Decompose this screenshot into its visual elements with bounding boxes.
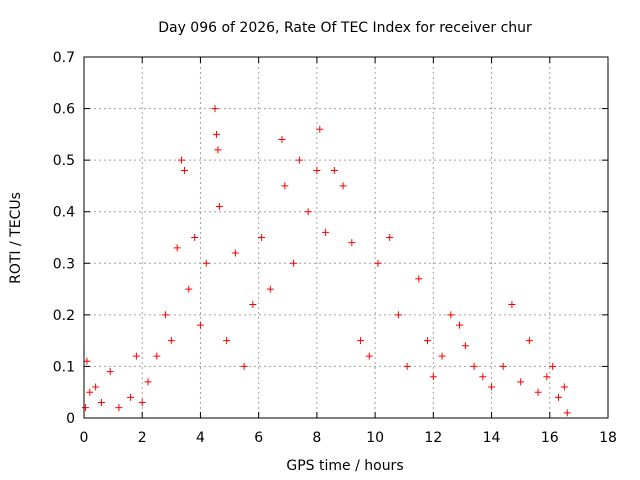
data-point <box>258 234 266 241</box>
data-point <box>517 378 525 386</box>
data-point <box>223 337 231 345</box>
data-point <box>560 383 568 391</box>
y-tick-label: 0.7 <box>53 50 75 66</box>
data-point <box>173 244 181 252</box>
data-point <box>249 301 257 309</box>
data-point <box>266 285 274 293</box>
data-point <box>508 301 516 309</box>
y-axis-label: ROTI / TECUs <box>8 192 24 284</box>
chart-title: Day 096 of 2026, Rate Of TEC Index for r… <box>158 20 532 36</box>
data-point <box>295 156 303 164</box>
data-point <box>92 383 100 391</box>
data-point <box>543 373 551 381</box>
x-tick-label: 18 <box>599 430 617 446</box>
axis-ticks: 0 2 4 6 8 10 12 14 16 18 0 0.1 0.2 0.3 0.4 0.5 0.6 0.7 <box>53 50 617 446</box>
data-point <box>106 368 114 376</box>
data-point <box>456 321 464 329</box>
data-point <box>304 208 312 216</box>
plot-frame <box>83 56 609 419</box>
x-tick-label: 14 <box>483 430 501 446</box>
data-point <box>97 399 105 407</box>
data-point <box>339 182 347 190</box>
data-point <box>488 383 496 391</box>
data-point <box>278 136 286 144</box>
data-point <box>394 311 402 319</box>
y-tick-label: 0.5 <box>53 153 75 169</box>
y-tick-label: 0.2 <box>53 308 75 324</box>
x-tick-label: 8 <box>312 430 321 446</box>
data-point <box>86 388 94 396</box>
grid-lines <box>84 57 608 418</box>
data-point <box>180 166 188 174</box>
data-point <box>214 146 222 154</box>
x-tick-label: 10 <box>366 430 384 446</box>
y-tick-label: 0.6 <box>53 102 75 118</box>
data-point <box>348 239 356 247</box>
data-point <box>415 275 423 283</box>
x-tick-label: 4 <box>196 430 205 446</box>
data-point <box>212 130 220 138</box>
data-point <box>330 166 338 174</box>
x-tick-label: 2 <box>138 430 147 446</box>
x-tick-label: 16 <box>541 430 559 446</box>
data-point <box>479 373 487 381</box>
data-points <box>81 105 571 417</box>
data-point <box>191 234 199 241</box>
data-point <box>470 362 478 370</box>
data-point <box>167 337 175 345</box>
data-point <box>290 259 298 267</box>
data-point <box>83 357 91 365</box>
x-tick-label: 6 <box>254 430 263 446</box>
data-point <box>281 182 289 190</box>
data-point <box>374 259 382 267</box>
x-tick-label: 0 <box>80 430 89 446</box>
data-point <box>231 249 239 257</box>
data-point <box>555 393 563 401</box>
data-point <box>499 362 507 370</box>
y-tick-label: 0.1 <box>53 359 75 375</box>
y-tick-label: 0.4 <box>53 205 75 221</box>
data-point <box>447 311 455 319</box>
data-point <box>322 228 330 236</box>
data-point <box>178 156 186 164</box>
data-point <box>563 409 571 417</box>
data-point <box>549 362 557 370</box>
data-point <box>81 404 89 412</box>
data-point <box>132 352 140 360</box>
data-point <box>461 342 469 350</box>
x-tick-label: 12 <box>424 430 442 446</box>
data-point <box>316 125 324 133</box>
data-point <box>357 337 365 345</box>
y-tick-label: 0.3 <box>53 256 75 272</box>
data-point <box>313 166 321 174</box>
data-point <box>424 337 432 345</box>
x-axis-label: GPS time / hours <box>286 458 403 474</box>
data-point <box>386 234 394 241</box>
y-tick-label: 0 <box>66 411 75 427</box>
data-point <box>202 259 210 267</box>
data-point <box>429 373 437 381</box>
data-point <box>153 352 161 360</box>
data-point <box>144 378 152 386</box>
data-point <box>534 388 542 396</box>
data-point <box>185 285 193 293</box>
data-point <box>138 399 146 407</box>
data-point <box>196 321 204 329</box>
data-point <box>525 337 533 345</box>
data-point <box>211 105 219 113</box>
data-point <box>438 352 446 360</box>
data-point <box>127 393 135 401</box>
data-point <box>240 362 248 370</box>
data-point <box>365 352 373 360</box>
data-point <box>215 203 223 211</box>
data-point <box>115 404 123 412</box>
data-point <box>162 311 170 319</box>
data-point <box>403 362 411 370</box>
